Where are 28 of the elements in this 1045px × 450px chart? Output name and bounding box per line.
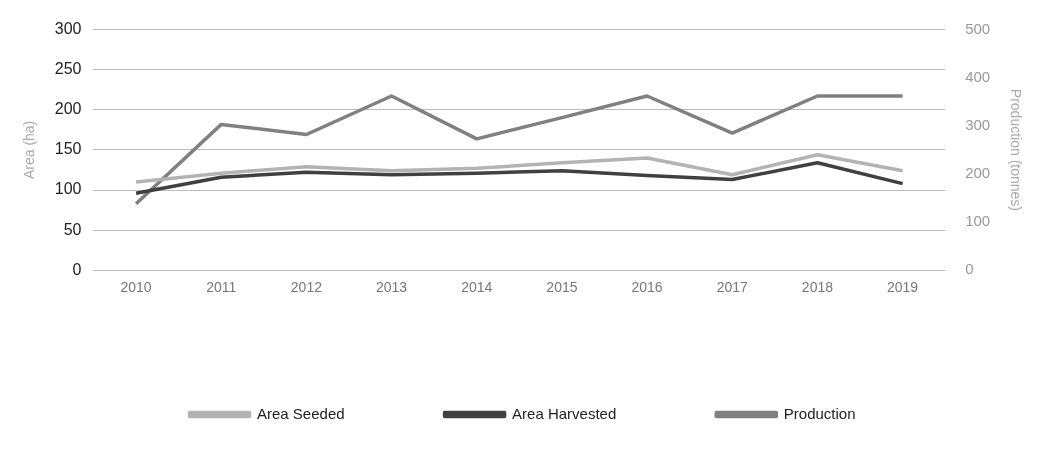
y-tick-label: 250 <box>54 60 82 78</box>
x-tick-label: 2011 <box>206 279 237 296</box>
y-tick-label: 300 <box>54 20 82 38</box>
x-tick-label: 2014 <box>461 279 493 296</box>
y2-tick-label: 100 <box>965 212 991 230</box>
y2-axis-title: Production (tonnes) <box>1007 88 1024 211</box>
y2-tick-label: 500 <box>965 19 991 37</box>
y2-tick-label: 200 <box>965 164 991 182</box>
x-tick-label: 2013 <box>376 279 408 296</box>
x-tick-label: 2010 <box>120 279 152 296</box>
x-tick-label: 2019 <box>887 279 919 296</box>
x-tick-label: 2018 <box>801 279 834 296</box>
legend-label: Area Harvested <box>512 404 617 422</box>
legend-label: Production <box>783 404 856 422</box>
y-tick-label: 150 <box>54 140 82 158</box>
x-tick-label: 2015 <box>546 279 578 296</box>
y2-tick-label: 400 <box>965 67 991 85</box>
y2-tick-label: 0 <box>965 260 974 278</box>
y-tick-label: 200 <box>54 100 82 118</box>
y-tick-label: 100 <box>54 180 82 198</box>
y-tick-label: 0 <box>72 260 82 278</box>
x-tick-label: 2017 <box>716 279 749 296</box>
x-tick-label: 2012 <box>290 279 323 296</box>
y-axis-title: Area (ha) <box>21 120 38 180</box>
legend-label: Area Seeded <box>257 404 345 422</box>
y2-tick-label: 300 <box>965 115 991 133</box>
x-tick-label: 2016 <box>631 279 663 296</box>
y-tick-label: 50 <box>63 220 82 238</box>
